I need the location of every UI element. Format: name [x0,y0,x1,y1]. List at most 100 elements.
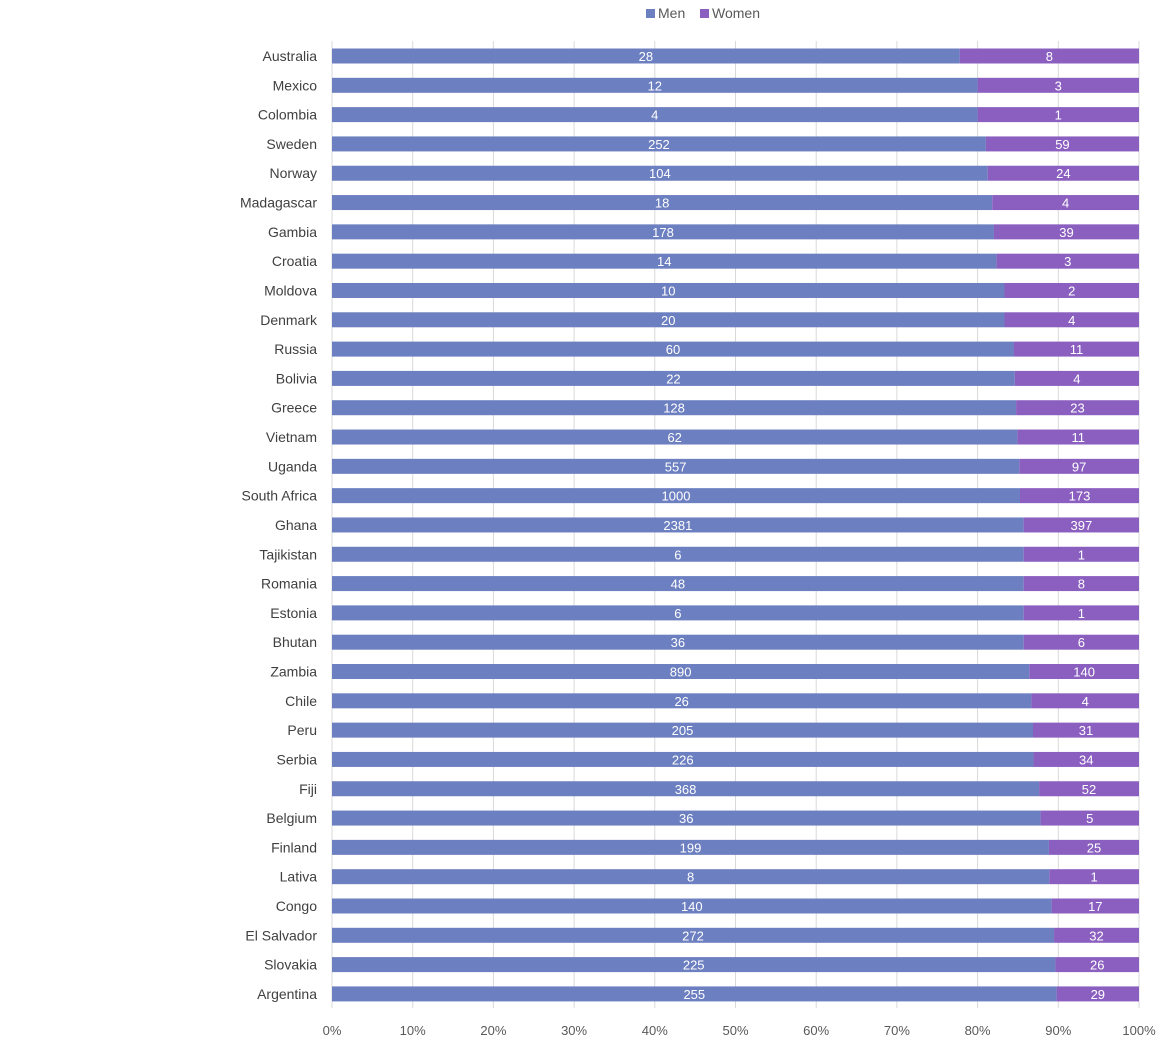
data-label-women: 5 [1086,811,1093,826]
x-tick-label: 10% [400,1023,426,1038]
category-label: Bolivia [276,370,317,386]
category-label: El Salvador [245,927,317,943]
bar-women [1023,517,1139,533]
category-labels: Australia Mexico Colombia Sweden Norway Madag… [240,48,318,1002]
bar-men [332,576,1024,592]
data-label-men: 20 [661,313,675,328]
category-label: Mexico [273,77,318,93]
data-label-women: 1 [1091,870,1098,885]
bar-men [332,751,1034,767]
bar-row: 205 31 [332,722,1139,738]
bar-row: 18 4 [332,195,1139,211]
data-label-women: 34 [1079,752,1093,767]
category-label: Slovakia [264,957,317,973]
data-label-men: 368 [675,782,697,797]
bar-women [987,165,1139,181]
bar-row: 26 4 [332,693,1139,709]
data-label-women: 4 [1062,196,1069,211]
bar-women [1023,605,1139,621]
bar-row: 368 52 [332,781,1139,797]
bar-row: 128 23 [332,400,1139,416]
category-label: Moldova [264,282,317,298]
bar-women [992,195,1139,211]
legend-item: Women [700,5,760,21]
bar-row: 140 17 [332,898,1139,914]
data-label-women: 173 [1069,489,1091,504]
category-label: Zambia [270,664,317,680]
bar-women [1013,341,1139,357]
data-label-men: 199 [680,840,702,855]
category-label: Peru [287,722,317,738]
bar-row: 225 26 [332,957,1139,973]
bar-row: 1000 173 [332,488,1139,504]
bar-row: 36 5 [332,810,1139,826]
legend-label: Men [658,5,685,21]
data-label-women: 4 [1068,313,1075,328]
data-label-women: 29 [1091,987,1105,1002]
data-label-women: 25 [1087,840,1101,855]
category-label: Gambia [268,224,317,240]
bar-row: 178 39 [332,224,1139,240]
category-label: Belgium [266,810,317,826]
data-label-women: 4 [1073,371,1080,386]
bar-men [332,488,1020,504]
bar-women [1031,693,1139,709]
bar-row: 890 140 [332,664,1139,680]
data-label-women: 4 [1082,694,1089,709]
x-tick-label: 90% [1045,1023,1071,1038]
data-label-women: 11 [1071,430,1085,445]
data-label-men: 2381 [663,518,692,533]
data-label-men: 226 [672,752,694,767]
bar-row: 557 97 [332,458,1139,474]
x-tick-label: 50% [722,1023,748,1038]
bar-row: 14 3 [332,253,1139,269]
data-label-women: 8 [1046,49,1053,64]
bar-women [1029,664,1139,680]
bar-row: 60 11 [332,341,1139,357]
bar-men [332,458,1020,474]
category-label: Croatia [272,253,317,269]
x-tick-label: 0% [323,1023,342,1038]
bar-men [332,429,1018,445]
data-label-women: 2 [1068,283,1075,298]
bar-men [332,986,1057,1002]
bar-men [332,957,1056,973]
data-label-women: 17 [1088,899,1102,914]
data-label-women: 97 [1072,459,1086,474]
bar-women [1014,370,1139,386]
x-tick-label: 20% [480,1023,506,1038]
bar-men [332,77,978,93]
category-label: Congo [276,898,317,914]
category-label: Norway [270,165,317,181]
category-label: Tajikistan [259,546,317,562]
x-axis-ticks: 0% 10% 20% 30% 40% 50% 60% 70% 80% 90% 100% [323,1023,1156,1038]
bar-row: 255 29 [332,986,1139,1002]
data-label-men: 205 [672,723,694,738]
data-label-women: 32 [1089,928,1103,943]
category-label: Denmark [260,312,318,328]
bar-women [1004,282,1139,298]
data-label-men: 1000 [662,489,691,504]
bar-row: 104 24 [332,165,1139,181]
bar-men [332,898,1052,914]
data-label-men: 14 [657,254,671,269]
bar-men [332,282,1005,298]
data-label-men: 890 [670,665,692,680]
category-label: Fiji [299,781,317,797]
data-label-men: 48 [671,577,685,592]
x-tick-label: 100% [1122,1023,1156,1038]
x-tick-label: 40% [642,1023,668,1038]
category-label: Estonia [270,605,317,621]
data-label-women: 3 [1064,254,1071,269]
data-label-men: 4 [651,108,658,123]
legend: Men Women [646,5,760,21]
bar-women [1056,986,1139,1002]
bar-men [332,634,1024,650]
data-label-women: 52 [1082,782,1096,797]
data-label-women: 397 [1070,518,1092,533]
category-label: Greece [271,400,317,416]
bar-women [1016,400,1139,416]
bar-row: 10 2 [332,282,1139,298]
bar-women [996,253,1139,269]
